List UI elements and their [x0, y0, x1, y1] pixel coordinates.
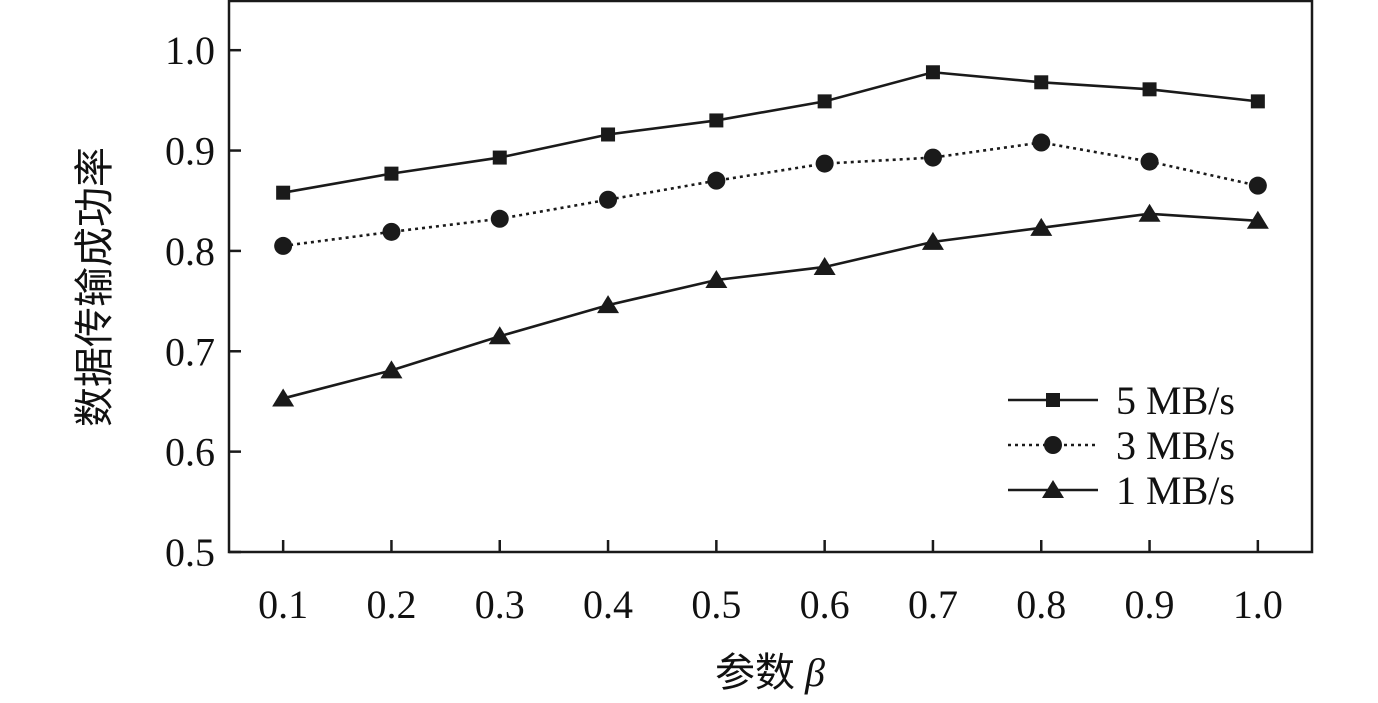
data-point [380, 360, 403, 379]
series-circle [274, 133, 1267, 255]
data-point [705, 270, 728, 289]
data-point [1248, 176, 1267, 195]
series-line [282, 141, 1259, 248]
x-axis: 0.1 0.2 0.3 0.4 0.5 0.6 0.7 0.8 0.9 1.0 [258, 540, 1283, 627]
data-point [597, 295, 620, 314]
data-point [488, 326, 511, 345]
data-point [490, 209, 509, 228]
legend-marker [1042, 480, 1064, 498]
series-layer [272, 65, 1269, 407]
data-point [601, 127, 616, 142]
data-point [382, 222, 401, 241]
data-point [921, 231, 944, 250]
legend-marker [1046, 393, 1060, 407]
y-tick-label: 1.0 [165, 28, 215, 73]
data-point [1034, 75, 1049, 90]
legend-item: 3 MB/s [1008, 423, 1235, 468]
x-tick-label: 0.8 [1016, 582, 1066, 627]
data-point [925, 65, 940, 80]
x-tick-label: 0.2 [366, 582, 416, 627]
x-tick-label: 0.1 [258, 582, 308, 627]
data-point [923, 148, 942, 167]
data-point [599, 190, 618, 209]
y-tick-label: 0.5 [165, 530, 215, 575]
legend-marker [1044, 436, 1062, 454]
y-tick-label: 0.6 [165, 430, 215, 475]
data-point [1030, 217, 1053, 236]
data-point [815, 154, 834, 173]
x-axis-title: 参数 β [715, 650, 825, 696]
y-axis-title: 数据传输成功率 [72, 147, 118, 427]
x-tick-label: 0.9 [1125, 582, 1175, 627]
legend: 5 MB/s3 MB/s1 MB/s [1008, 378, 1235, 513]
plot-frame [227, 0, 1314, 554]
data-point [274, 236, 293, 255]
legend-label: 3 MB/s [1116, 423, 1235, 468]
data-point [276, 185, 291, 200]
x-axis-title-text: 参数 [715, 650, 795, 696]
x-tick-label: 0.7 [908, 582, 958, 627]
legend-item: 1 MB/s [1008, 468, 1235, 513]
data-point [709, 113, 724, 128]
axes [227, 0, 1314, 554]
x-tick-label: 0.4 [583, 582, 633, 627]
data-point [272, 388, 295, 407]
data-point [1142, 82, 1157, 97]
series-square [276, 65, 1265, 200]
data-point [492, 150, 507, 165]
data-point [813, 256, 836, 275]
series-triangle [272, 203, 1269, 407]
y-tick-label: 0.9 [165, 129, 215, 174]
x-tick-label: 1.0 [1233, 582, 1283, 627]
data-point [1032, 133, 1051, 152]
data-point [1138, 203, 1161, 222]
x-axis-title-symbol: β [804, 650, 825, 695]
data-point [1246, 210, 1269, 229]
legend-item: 5 MB/s [1008, 378, 1235, 423]
series-line [282, 212, 1258, 400]
x-tick-label: 0.3 [475, 582, 525, 627]
y-tick-label: 0.8 [165, 229, 215, 274]
x-tick-label: 0.6 [800, 582, 850, 627]
legend-label: 1 MB/s [1116, 468, 1235, 513]
data-point [1250, 94, 1265, 109]
data-point [817, 94, 832, 109]
y-tick-label: 0.7 [165, 329, 215, 374]
series-line [282, 70, 1258, 194]
x-tick-label: 0.5 [691, 582, 741, 627]
data-point [384, 166, 399, 181]
data-point [707, 171, 726, 190]
legend-label: 5 MB/s [1116, 378, 1235, 423]
y-axis: 0.5 0.6 0.7 0.8 0.9 1.0 [165, 28, 241, 575]
data-point [1140, 152, 1159, 171]
